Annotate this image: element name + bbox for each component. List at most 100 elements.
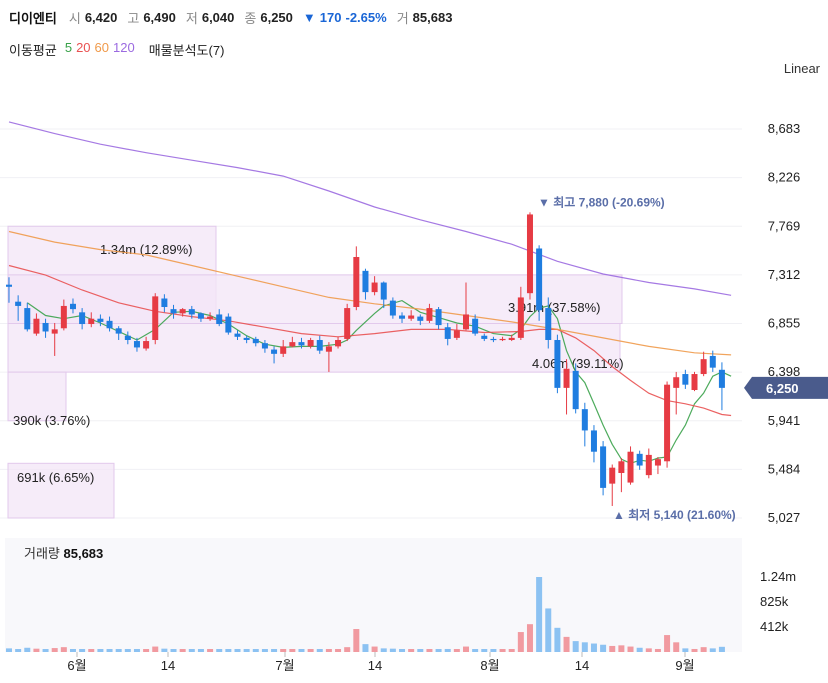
candle-body xyxy=(261,343,268,349)
candle-body xyxy=(225,316,232,333)
volume-bar xyxy=(271,649,278,652)
candle-body xyxy=(207,316,214,319)
time-tick-label: 14 xyxy=(368,658,382,673)
low-value: 6,040 xyxy=(201,9,235,25)
ma-60-label[interactable]: 60 xyxy=(94,40,110,55)
candle xyxy=(709,350,716,372)
candle-body xyxy=(691,374,698,391)
candle-body xyxy=(581,409,588,431)
volume-bar xyxy=(682,648,689,652)
volume-bar xyxy=(618,645,625,652)
volume-bar xyxy=(188,649,195,652)
candle xyxy=(627,446,634,485)
volume-bar xyxy=(161,648,168,652)
candle xyxy=(225,313,232,335)
candle xyxy=(207,312,214,321)
candle-body xyxy=(234,333,241,337)
volume-bar xyxy=(526,624,533,652)
volume-bar xyxy=(115,649,122,652)
candle-body xyxy=(170,309,177,314)
moving-average-label[interactable]: 이동평균 xyxy=(9,43,57,58)
volume-profile-label[interactable]: 매물분석도(7) xyxy=(148,43,225,58)
volume-bar xyxy=(590,643,597,652)
candle-body xyxy=(188,309,195,315)
candle-body xyxy=(399,315,406,319)
volume-bar xyxy=(325,649,332,652)
candle xyxy=(170,304,177,319)
candle xyxy=(152,293,159,345)
candle xyxy=(97,314,104,327)
candle-body xyxy=(572,370,579,410)
candle-body xyxy=(271,349,278,354)
volume-bar xyxy=(88,649,95,652)
candle-body xyxy=(325,346,332,352)
volume-bar xyxy=(106,649,113,652)
volume-bar xyxy=(563,636,570,652)
candle xyxy=(133,337,140,352)
price-tick-label: 8,683 xyxy=(768,121,801,136)
candle-body xyxy=(133,341,140,348)
volume-bar xyxy=(472,649,479,652)
candle-body xyxy=(335,339,342,347)
volume-value: 85,683 xyxy=(412,9,453,25)
candle xyxy=(408,310,415,321)
candle xyxy=(371,276,378,296)
candle xyxy=(316,335,323,354)
candle-body xyxy=(463,314,469,330)
price-axis: 8,683 8,226 7,769 7,312 6,855 6,398 5,941 5,484… xyxy=(768,121,801,525)
candle-body xyxy=(216,314,223,325)
scale-toggle[interactable]: Linear xyxy=(783,61,820,76)
volume-bar xyxy=(33,648,40,652)
candle xyxy=(700,351,707,377)
volume-bar xyxy=(289,649,296,652)
candle xyxy=(536,245,543,321)
volume-bar xyxy=(572,641,579,652)
volume-bar xyxy=(307,649,314,652)
volume-bar xyxy=(69,649,76,652)
candle xyxy=(554,334,561,394)
candle-body xyxy=(472,318,479,334)
candle xyxy=(252,336,259,347)
volume-panel-bg xyxy=(5,538,742,652)
ma-120-line xyxy=(8,121,732,296)
candle xyxy=(435,307,442,330)
candle-body xyxy=(97,318,104,322)
ma-120-label[interactable]: 120 xyxy=(113,40,135,55)
candle xyxy=(590,425,597,463)
candle-body xyxy=(481,335,488,339)
candle xyxy=(600,441,607,496)
volume-bar xyxy=(463,646,469,652)
volume-bar xyxy=(344,647,351,652)
candle-body xyxy=(15,301,22,306)
candle-body xyxy=(243,337,250,340)
stock-name: 디이엔티 xyxy=(9,10,57,26)
time-tick-label: 14 xyxy=(161,658,175,673)
candle-body xyxy=(60,305,67,329)
candle xyxy=(682,369,689,389)
indicator-legend[interactable]: 이동평균 5 20 60 120 매물분석도(7) xyxy=(9,40,224,59)
candle xyxy=(453,324,460,340)
candle-body xyxy=(499,338,506,341)
close-label: 종 xyxy=(244,10,257,26)
volume-profile-label: 1.34m (12.89%) xyxy=(100,242,193,257)
candle xyxy=(216,309,223,327)
ma-20-label[interactable]: 20 xyxy=(76,40,91,55)
volume-bar xyxy=(417,649,424,652)
volume-bar xyxy=(636,647,643,652)
candle xyxy=(472,314,479,336)
candle xyxy=(42,318,49,338)
candle-body xyxy=(344,308,351,339)
candle-body xyxy=(51,329,58,334)
candle-body xyxy=(307,339,314,347)
volume-bar xyxy=(335,649,342,652)
volume-bar xyxy=(79,649,86,652)
candle-body xyxy=(508,337,515,340)
candle-body xyxy=(380,282,387,300)
volume-bar xyxy=(408,649,415,652)
volume-bar xyxy=(316,649,323,652)
ma-5-label[interactable]: 5 xyxy=(64,40,73,55)
candle xyxy=(280,339,287,358)
candle xyxy=(197,312,204,322)
volume-bar xyxy=(179,649,186,652)
